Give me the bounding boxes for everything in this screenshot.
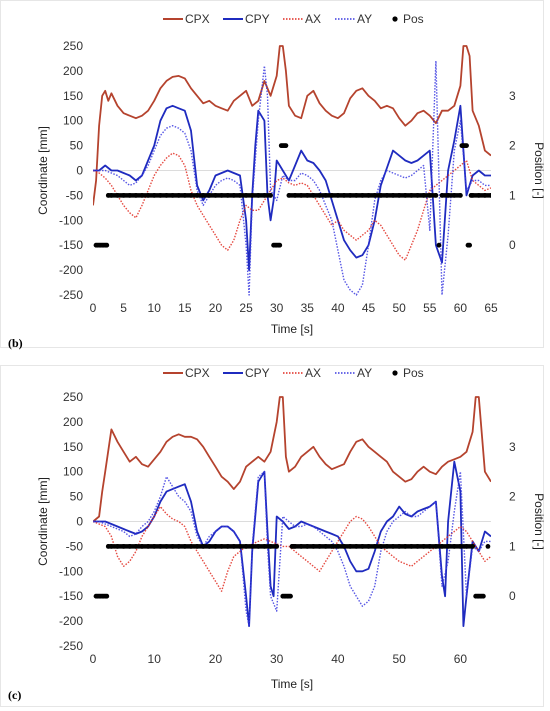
legend-label: CPY	[245, 366, 270, 380]
panel-frame	[0, 0, 544, 348]
y-tick-label: -250	[59, 288, 83, 302]
y2-tick-label: 3	[509, 89, 516, 103]
x-tick-label: 0	[90, 652, 97, 666]
series-ay-line	[93, 60, 491, 296]
x-tick-label: 25	[239, 301, 253, 315]
x-tick-label: 55	[423, 301, 437, 315]
x-tick-label: 60	[454, 652, 468, 666]
panel-label: (b)	[8, 336, 23, 350]
x-tick-label: 60	[454, 301, 468, 315]
x-axis-title: Time [s]	[271, 677, 313, 691]
y-tick-label: -50	[66, 539, 84, 553]
y-tick-label: 0	[76, 164, 83, 178]
y2-axis-title: Position [-]	[532, 493, 546, 550]
series-ax-line	[93, 505, 491, 592]
x-tick-label: 15	[178, 301, 192, 315]
series-cpx-line	[93, 396, 491, 523]
series-ax-line	[93, 152, 491, 261]
y-tick-label: 250	[63, 39, 83, 53]
y2-axis-title: Position [-]	[532, 142, 546, 199]
x-tick-label: 65	[484, 301, 498, 315]
chart-panel-b: 250 200 150 100 50 0 -50 -100 -150 -200 -250 3 2 1 0 0 5…	[0, 0, 550, 352]
series-cpx-line	[93, 45, 491, 206]
legend-label: CPX	[185, 366, 210, 380]
legend-label: AY	[357, 12, 372, 26]
y-axis-title: Coordinate [mm]	[36, 126, 50, 215]
legend-label: AX	[305, 12, 321, 26]
legend-item-cpx: CPX	[163, 12, 210, 26]
legend-label: CPX	[185, 12, 210, 26]
x-tick-label: 35	[301, 301, 315, 315]
series-pos-point	[436, 242, 442, 248]
legend-item-pos: Pos	[392, 366, 424, 380]
y-tick-label: 150	[63, 89, 83, 103]
panel-frame	[0, 365, 544, 707]
y-tick-label: -250	[59, 639, 83, 653]
x-axis-title: Time [s]	[271, 322, 313, 336]
y-tick-label: 100	[63, 114, 83, 128]
legend-swatch	[392, 16, 398, 22]
plot-area	[93, 396, 491, 628]
y-tick-label: 0	[76, 515, 83, 529]
y-tick-label: -50	[66, 188, 84, 202]
legend-label: Pos	[403, 12, 424, 26]
legend-label: AY	[357, 366, 372, 380]
y-tick-label: -200	[59, 614, 83, 628]
y-tick-label: 100	[63, 465, 83, 479]
legend-item-ay: AY	[335, 366, 372, 380]
x-tick-label: 20	[209, 652, 223, 666]
x-tick-label: 0	[90, 301, 97, 315]
legend-item-cpy: CPY	[223, 366, 270, 380]
legend-label: CPY	[245, 12, 270, 26]
chart-panel-c: 250 200 150 100 50 0 -50 -100 -150 -200 -250 3 2 1 0 0 1…	[0, 365, 550, 711]
y2-tick-label: 2	[509, 139, 516, 153]
y-tick-label: 50	[70, 490, 84, 504]
y-tick-label: 50	[70, 139, 84, 153]
legend-label: AX	[305, 366, 321, 380]
x-tick-label: 50	[392, 652, 406, 666]
x-tick-label: 10	[148, 652, 162, 666]
legend-item-pos: Pos	[392, 12, 424, 26]
legend-item-cpy: CPY	[223, 12, 270, 26]
y-tick-label: 150	[63, 440, 83, 454]
y2-tick-label: 0	[509, 238, 516, 252]
y2-tick-label: 1	[509, 188, 516, 202]
x-tick-label: 10	[148, 301, 162, 315]
y-tick-label: -200	[59, 263, 83, 277]
panel-label: (c)	[8, 688, 21, 702]
x-tick-label: 20	[209, 301, 223, 315]
series-ay-line	[93, 470, 491, 627]
x-tick-label: 45	[362, 301, 376, 315]
y2-tick-label: 1	[509, 539, 516, 553]
series-pos-point	[485, 544, 491, 549]
y2-tick-label: 3	[509, 440, 516, 454]
series-cpy-line	[93, 460, 491, 628]
x-tick-label: 40	[331, 301, 345, 315]
plot-area	[93, 45, 491, 296]
series-cpy-line	[93, 104, 491, 272]
y2-tick-label: 0	[509, 589, 516, 603]
x-tick-label: 50	[392, 301, 406, 315]
y-tick-label: -100	[59, 213, 83, 227]
legend-label: Pos	[403, 366, 424, 380]
x-tick-label: 30	[270, 652, 284, 666]
y-tick-label: 200	[63, 415, 83, 429]
x-tick-label: 5	[120, 301, 127, 315]
legend-item-ax: AX	[283, 12, 321, 26]
legend-item-cpx: CPX	[163, 366, 210, 380]
y-tick-label: -150	[59, 589, 83, 603]
y-tick-label: -150	[59, 238, 83, 252]
y-tick-label: 200	[63, 64, 83, 78]
x-tick-label: 40	[331, 652, 345, 666]
legend-swatch	[392, 370, 398, 376]
y2-tick-label: 2	[509, 490, 516, 504]
y-tick-label: -100	[59, 564, 83, 578]
legend-item-ay: AY	[335, 12, 372, 26]
y-axis-title: Coordinate [mm]	[36, 477, 50, 566]
x-tick-label: 30	[270, 301, 284, 315]
y-tick-label: 250	[63, 390, 83, 404]
legend-item-ax: AX	[283, 366, 321, 380]
